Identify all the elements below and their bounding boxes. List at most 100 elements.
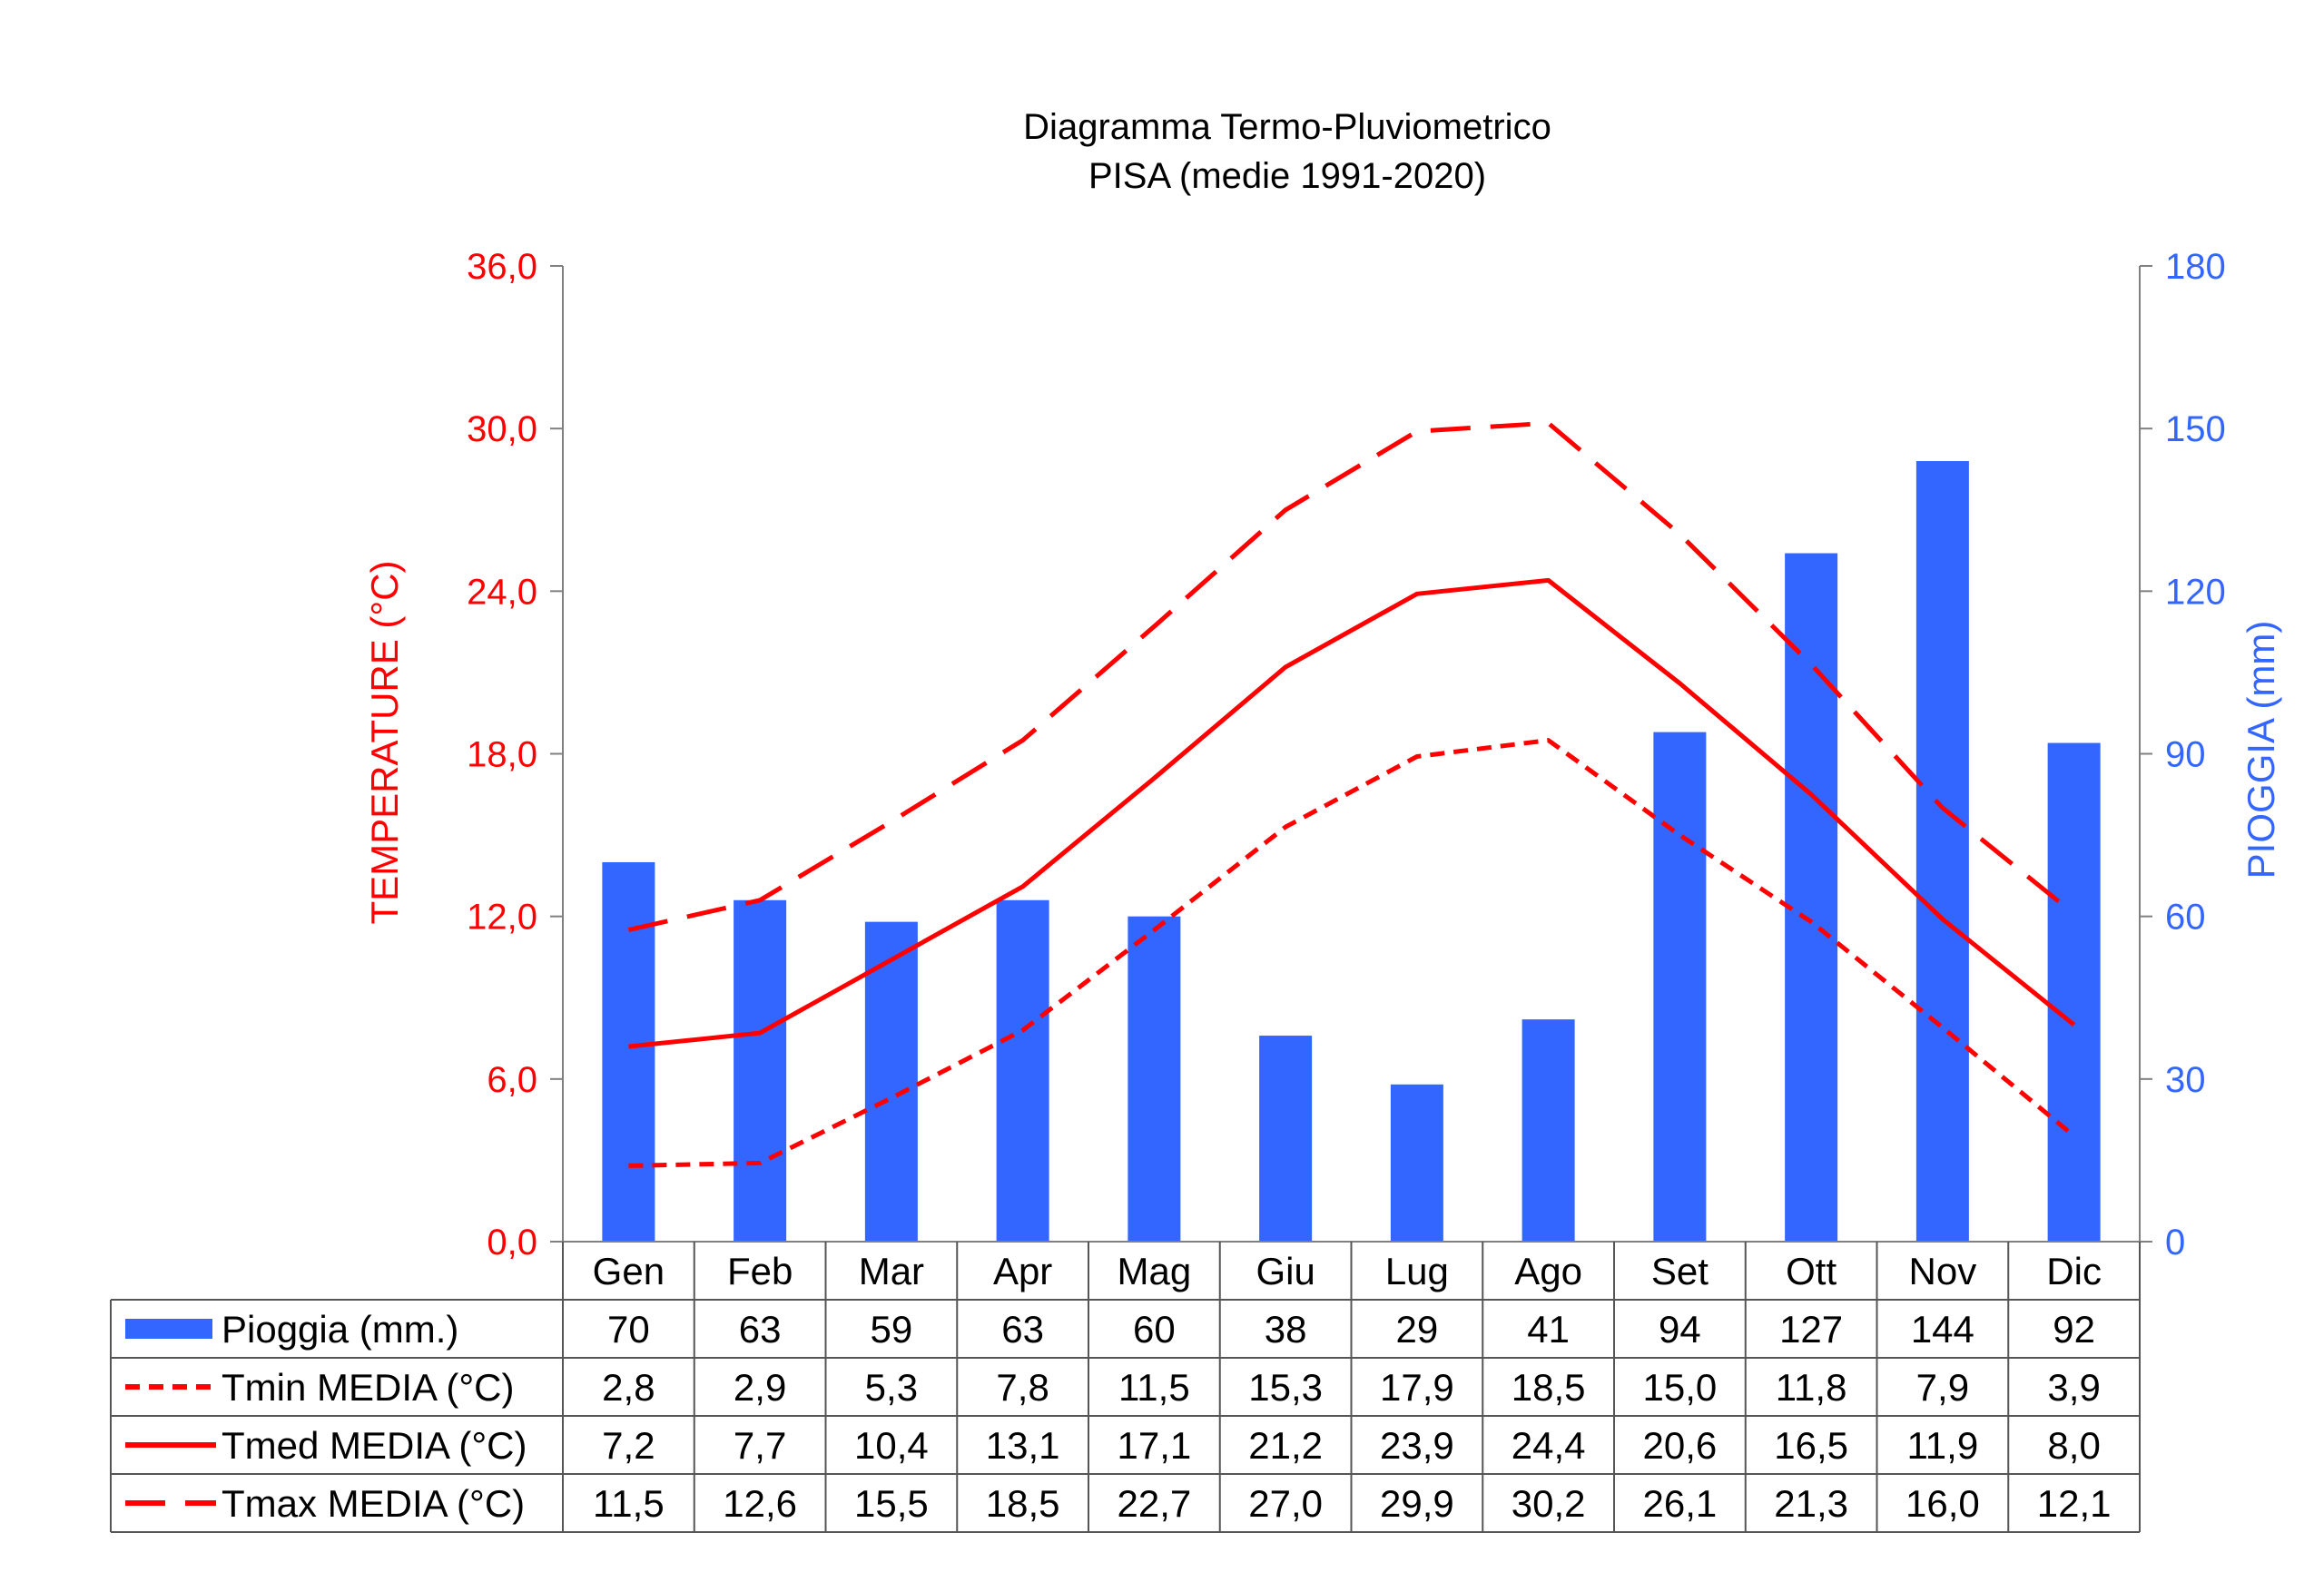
table-cell-pioggia-mag: 60	[1133, 1308, 1176, 1351]
category-label-ago: Ago	[1514, 1250, 1582, 1292]
rain-bar-mag	[1128, 916, 1181, 1242]
rain-bar-nov	[1915, 461, 1969, 1242]
table-cell-tmax-mar: 15,5	[854, 1482, 929, 1525]
legend-key-pioggia	[125, 1319, 212, 1339]
rain-bar-giu	[1259, 1036, 1313, 1242]
table-cell-pioggia-mar: 59	[871, 1308, 913, 1351]
table-cell-pioggia-giu: 38	[1265, 1308, 1307, 1351]
table-cell-tmed-mag: 17,1	[1118, 1424, 1192, 1467]
table-cell-tmin-gen: 2,8	[602, 1366, 655, 1409]
table-cell-tmax-ott: 21,3	[1774, 1482, 1848, 1525]
table-cell-tmed-apr: 13,1	[986, 1424, 1060, 1467]
tmed-line	[628, 577, 2076, 1049]
category-label-giu: Giu	[1256, 1250, 1315, 1292]
table-cell-tmed-giu: 21,2	[1248, 1424, 1323, 1467]
y-right-tick-label: 150	[2165, 409, 2226, 449]
table-cell-tmax-ago: 30,2	[1512, 1482, 1586, 1525]
y-left-tick-label: 0,0	[487, 1223, 537, 1263]
table-cell-tmed-gen: 7,2	[602, 1424, 655, 1467]
table-cell-tmax-set: 26,1	[1643, 1482, 1718, 1525]
rain-bar-lug	[1390, 1084, 1443, 1242]
table-cell-tmed-ott: 16,5	[1774, 1424, 1848, 1467]
category-label-dic: Dic	[2046, 1250, 2102, 1292]
category-label-gen: Gen	[593, 1250, 665, 1292]
table-cell-tmax-lug: 29,9	[1380, 1482, 1454, 1525]
temperature-lines	[627, 420, 2076, 1168]
table-cell-tmax-feb: 12,6	[723, 1482, 797, 1525]
legend-label-pioggia: Pioggia (mm.)	[222, 1308, 458, 1351]
category-label-mag: Mag	[1118, 1250, 1192, 1292]
legend-label-tmed: Tmed MEDIA (°C)	[222, 1424, 527, 1467]
rain-bars	[602, 461, 2101, 1242]
table-cell-tmed-dic: 8,0	[2047, 1424, 2100, 1467]
y-left-tick-label: 24,0	[467, 572, 537, 612]
table-cell-tmed-set: 20,6	[1643, 1424, 1718, 1467]
rain-bar-mar	[864, 921, 918, 1242]
table-cell-tmax-giu: 27,0	[1248, 1482, 1323, 1525]
table-cell-tmax-gen: 11,5	[593, 1482, 665, 1525]
category-label-mar: Mar	[859, 1250, 924, 1292]
y-left-tick-label: 36,0	[467, 247, 537, 287]
y-right-tick-label: 0	[2165, 1223, 2185, 1263]
category-label-nov: Nov	[1909, 1250, 1977, 1292]
table-cell-pioggia-ago: 41	[1527, 1308, 1570, 1351]
table-cell-tmin-lug: 17,9	[1380, 1366, 1454, 1409]
y-right-tick-label: 30	[2165, 1060, 2206, 1100]
chart-subtitle: PISA (medie 1991-2020)	[1088, 156, 1486, 196]
table-cell-tmax-dic: 12,1	[2037, 1482, 2112, 1525]
table-cell-tmin-ago: 18,5	[1512, 1366, 1586, 1409]
table-cell-tmin-nov: 7,9	[1916, 1366, 1969, 1409]
table-cell-tmin-apr: 7,8	[996, 1366, 1049, 1409]
table-cell-tmed-mar: 10,4	[854, 1424, 929, 1467]
table-cell-pioggia-nov: 144	[1911, 1308, 1974, 1351]
y-left-tick-label: 18,0	[467, 735, 537, 775]
category-label-feb: Feb	[727, 1250, 793, 1292]
table-cell-pioggia-gen: 70	[607, 1308, 650, 1351]
y-right-tick-label: 120	[2165, 572, 2226, 612]
data-table: Gen Feb Mar Apr Mag Giu Lug Ago Set Ott Nov Dic Piog…	[110, 1242, 2141, 1533]
table-cell-pioggia-ott: 127	[1779, 1308, 1843, 1351]
table-cell-tmin-giu: 15,3	[1248, 1366, 1323, 1409]
category-label-lug: Lug	[1385, 1250, 1449, 1292]
table-cell-pioggia-feb: 63	[739, 1308, 782, 1351]
rain-bar-feb	[734, 899, 787, 1242]
table-cell-tmin-mar: 5,3	[865, 1366, 918, 1409]
y-left-axis-title: TEMPERATURE (°C)	[363, 560, 406, 924]
rain-bar-gen	[602, 861, 655, 1242]
y-right-axis-title: PIOGGIA (mm)	[2240, 621, 2282, 879]
table-cell-tmin-dic: 3,9	[2047, 1366, 2100, 1409]
tmax-line	[627, 420, 2076, 933]
rain-bar-ott	[1785, 553, 1838, 1242]
table-cell-tmin-mag: 11,5	[1118, 1366, 1190, 1409]
chart-title: Diagramma Termo-Pluviometrico	[1023, 107, 1551, 147]
table-cell-tmed-ago: 24,4	[1512, 1424, 1586, 1467]
table-cell-tmed-feb: 7,7	[734, 1424, 786, 1467]
table-cell-tmax-nov: 16,0	[1905, 1482, 1980, 1525]
rain-bar-set	[1653, 732, 1707, 1242]
tmin-line	[628, 738, 2076, 1168]
table-cell-pioggia-lug: 29	[1396, 1308, 1439, 1351]
y-right-tick-label: 180	[2165, 247, 2226, 287]
y-left-tick-label: 6,0	[487, 1060, 537, 1100]
table-cell-tmin-set: 15,0	[1643, 1366, 1718, 1409]
table-cell-tmin-ott: 11,8	[1776, 1366, 1847, 1409]
rain-bar-ago	[1521, 1019, 1575, 1242]
y-left-tick-label: 12,0	[467, 898, 537, 938]
category-label-apr: Apr	[993, 1250, 1052, 1292]
table-cell-pioggia-apr: 63	[1001, 1308, 1044, 1351]
table-cell-tmed-lug: 23,9	[1380, 1424, 1454, 1467]
table-cell-tmed-nov: 11,9	[1907, 1424, 1979, 1467]
table-cell-pioggia-dic: 92	[2053, 1308, 2095, 1351]
legend-label-tmin: Tmin MEDIA (°C)	[222, 1366, 514, 1409]
table-cell-tmax-apr: 18,5	[986, 1482, 1060, 1525]
y-right-tick-label: 60	[2165, 898, 2206, 938]
y-left-tick-label: 30,0	[467, 409, 537, 449]
legend-label-tmax: Tmax MEDIA (°C)	[222, 1482, 525, 1525]
table-cell-pioggia-set: 94	[1659, 1308, 1701, 1351]
y-right-tick-label: 90	[2165, 735, 2206, 775]
category-label-set: Set	[1651, 1250, 1709, 1292]
rain-bar-dic	[2047, 742, 2101, 1242]
rain-bar-apr	[996, 899, 1049, 1242]
table-cell-tmax-mag: 22,7	[1118, 1482, 1192, 1525]
